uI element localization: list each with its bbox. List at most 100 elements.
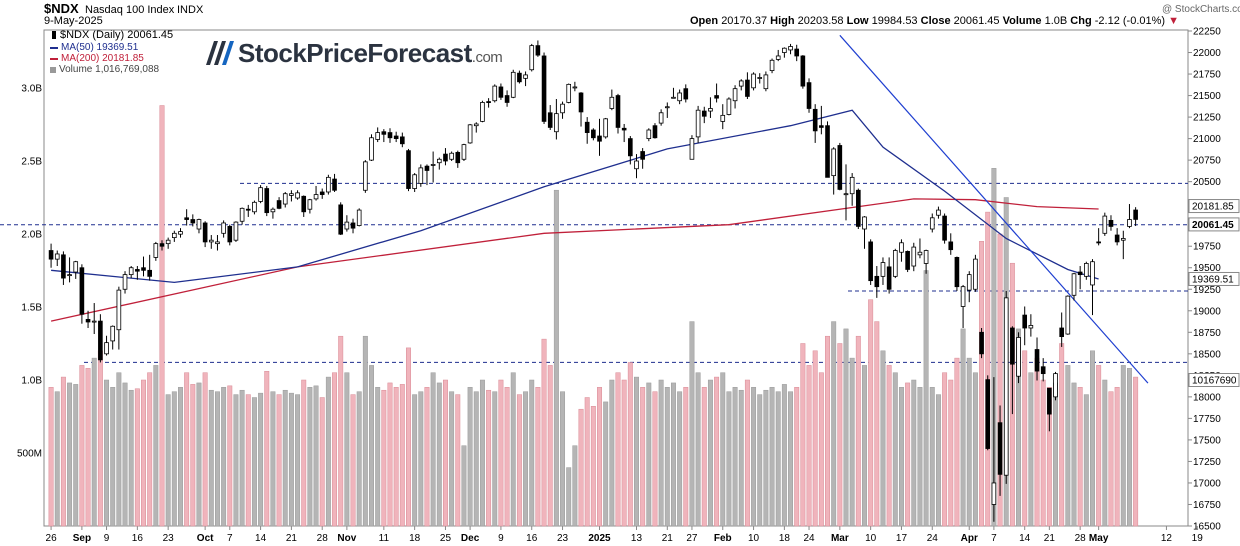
candle-up	[788, 46, 793, 51]
y-tick-label: 20750	[1193, 156, 1221, 167]
candle-down	[819, 125, 824, 128]
candle-up	[196, 219, 202, 230]
candle-down	[591, 129, 596, 139]
candle-up	[966, 274, 972, 291]
candle-up	[344, 221, 350, 230]
volume-bar	[67, 382, 73, 527]
volume-bar	[276, 394, 282, 527]
candle-up	[664, 106, 670, 109]
volume-bar	[590, 406, 596, 527]
volume-bar	[178, 387, 183, 527]
candle-up	[128, 267, 134, 276]
volume-bar	[566, 467, 572, 527]
legend-price: $NDX (Daily) 20061.45	[50, 29, 173, 41]
volume-label: Volume	[1002, 15, 1042, 27]
volume-bar	[406, 347, 411, 527]
candle-down	[141, 267, 146, 271]
candle-up	[1127, 219, 1132, 227]
open-label: Open	[690, 15, 719, 27]
candle-up	[695, 109, 701, 138]
legend-ma200-text: MA(200) 20181.85	[61, 53, 144, 64]
volume-bar	[603, 401, 609, 527]
y-tick-label: 17500	[1193, 435, 1221, 446]
downtrend-line	[839, 34, 1149, 384]
candle-down	[319, 191, 325, 195]
volume-bar	[412, 394, 418, 527]
candle-down	[652, 125, 658, 139]
close-label: Close	[920, 15, 951, 27]
down-arrow-icon: ▼	[1168, 15, 1180, 27]
candle-up	[634, 160, 639, 170]
candle-up	[603, 118, 608, 138]
volume-bar	[79, 365, 85, 527]
candle-down	[350, 222, 356, 229]
volume-bar	[775, 391, 781, 527]
x-tick-label: 17	[896, 533, 908, 544]
x-tick-label: 7	[227, 533, 233, 544]
candle-down	[535, 45, 541, 56]
x-tick-label: 21	[662, 533, 674, 544]
volume-bar	[516, 394, 522, 527]
candle-up	[295, 192, 300, 199]
volume-bar	[48, 387, 54, 527]
candle-up	[671, 96, 676, 99]
candle-down	[745, 79, 750, 97]
volume-bar	[362, 335, 368, 527]
candle-up	[609, 96, 615, 109]
candle-down	[400, 136, 405, 145]
volume-bar	[646, 382, 652, 527]
x-tick-label: 13	[631, 533, 643, 544]
volume-bar	[1126, 368, 1132, 527]
x-tick-label: Nov	[337, 533, 356, 544]
candle-up	[153, 243, 159, 258]
candle-up	[720, 114, 726, 122]
volume-bar	[73, 384, 79, 527]
volume-bar	[658, 379, 664, 527]
candle-down	[812, 108, 818, 132]
x-tick-label: 19	[1192, 533, 1204, 544]
candle-up	[258, 187, 263, 202]
candle-up	[215, 241, 220, 245]
legend-ma50: MA(50) 19369.51	[50, 42, 138, 53]
candle-down	[886, 266, 892, 290]
candle-up	[1071, 273, 1077, 296]
ma50-line	[51, 109, 1099, 284]
candle-down	[184, 217, 189, 220]
x-tick-label: Oct	[197, 533, 214, 544]
volume-bar	[849, 357, 855, 527]
candle-up	[769, 59, 775, 72]
volume-bar	[171, 391, 177, 527]
candle-down	[1077, 271, 1083, 276]
candle-down	[443, 153, 448, 162]
candle-down	[597, 135, 602, 142]
ma200-line	[50, 198, 1099, 322]
candle-down	[985, 379, 991, 449]
x-tick-label: 10	[748, 533, 760, 544]
x-tick-label: 14	[1019, 533, 1031, 544]
candle-up	[708, 108, 713, 112]
candle-down	[147, 269, 152, 277]
volume-bar	[418, 391, 424, 527]
volume-bar	[288, 392, 294, 527]
candle-up	[492, 85, 498, 102]
candle-up	[1003, 297, 1009, 476]
candle-up	[233, 221, 239, 241]
volume-bar	[147, 372, 153, 527]
candle-up	[738, 80, 744, 87]
volume-bar	[455, 394, 461, 527]
volume-bar	[640, 387, 646, 527]
candle-down	[1059, 327, 1064, 338]
x-tick-label: 9	[498, 533, 504, 544]
volume-bar	[436, 382, 442, 527]
volume-bar	[985, 211, 991, 527]
logo-text: StockPriceForecast	[238, 38, 472, 68]
candle-down	[159, 243, 165, 247]
candle-up	[646, 129, 652, 140]
volume-bar	[880, 350, 886, 527]
volume-bar	[461, 445, 467, 527]
candle-up	[326, 176, 331, 193]
close-tag-box	[1188, 217, 1240, 232]
candle-down	[979, 331, 984, 355]
candle-up	[122, 274, 128, 290]
